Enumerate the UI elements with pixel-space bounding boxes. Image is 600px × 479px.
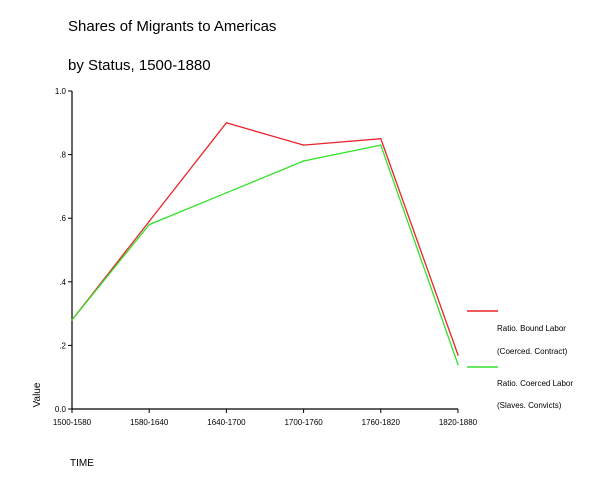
data-point [71, 319, 73, 321]
x-tick-label: 1820-1880 [439, 418, 478, 427]
y-tick-label: 1.0 [55, 87, 67, 96]
legend-label: (Slaves. Convicts) [497, 401, 562, 410]
series-line-2 [71, 144, 459, 365]
x-tick-label: 1760-1820 [362, 418, 401, 427]
y-axis-label: Value [32, 382, 43, 407]
x-axis-ticks: 1500-1580 1580-1640 1640-1700 1700-1760 1760… [53, 409, 478, 427]
chart-title-line-1: Shares of Migrants to Americas [68, 18, 277, 35]
data-point [302, 144, 305, 146]
y-tick-label: .6 [59, 214, 66, 223]
x-axis-label: TIME [70, 458, 94, 469]
y-tick-label: .8 [59, 151, 66, 160]
axes [71, 91, 458, 410]
x-tick-label: 1580-1640 [130, 418, 169, 427]
chart-title-line-2: by Status, 1500-1880 [68, 57, 211, 74]
legend: Ratio. Bound Labor (Coerced. Contract) Rat… [467, 310, 573, 410]
legend-label: Ratio. Bound Labor [497, 324, 566, 333]
data-point [457, 363, 459, 366]
y-tick-label: .4 [59, 278, 66, 287]
data-point [302, 160, 305, 162]
y-axis-ticks: 0.0 .2 .4 .6 .8 1.0 [55, 87, 72, 414]
data-point [225, 122, 228, 124]
y-tick-label: .2 [59, 341, 66, 350]
x-tick-label: 1640-1700 [207, 418, 246, 427]
data-point [148, 220, 150, 223]
x-tick-label: 1700-1760 [284, 418, 323, 427]
data-point [380, 137, 382, 140]
data-point [380, 144, 382, 146]
data-point [457, 354, 459, 356]
series-lines [71, 122, 459, 366]
y-tick-label: 0.0 [55, 405, 67, 414]
x-tick-label: 1500-1580 [53, 418, 92, 427]
data-point [225, 191, 228, 194]
data-point [148, 223, 150, 226]
legend-label: (Coerced. Contract) [497, 347, 568, 356]
series-line-1 [71, 122, 459, 356]
legend-label: Ratio. Coerced Labor [497, 379, 573, 388]
